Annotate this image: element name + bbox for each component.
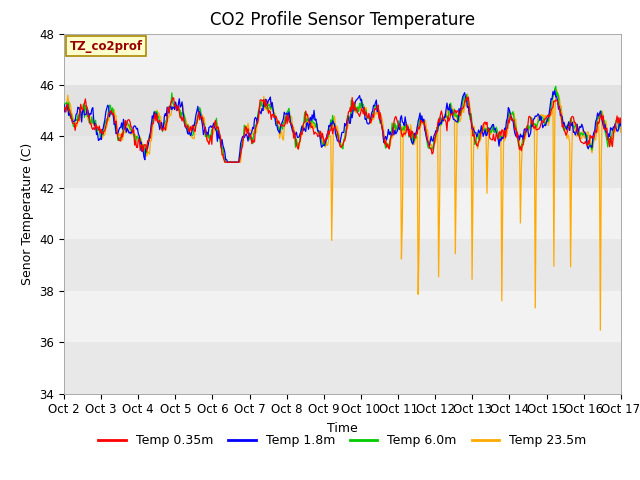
Legend: Temp 0.35m, Temp 1.8m, Temp 6.0m, Temp 23.5m: Temp 0.35m, Temp 1.8m, Temp 6.0m, Temp 2… (93, 429, 591, 452)
Y-axis label: Senor Temperature (C): Senor Temperature (C) (20, 143, 34, 285)
Title: CO2 Profile Sensor Temperature: CO2 Profile Sensor Temperature (210, 11, 475, 29)
Bar (64, 240, 621, 291)
Bar (64, 34, 621, 85)
Bar (64, 291, 621, 342)
X-axis label: Time: Time (327, 422, 358, 435)
Text: TZ_co2prof: TZ_co2prof (70, 40, 143, 53)
Bar (64, 342, 621, 394)
Bar (64, 188, 621, 240)
Bar (64, 85, 621, 136)
Bar (64, 136, 621, 188)
